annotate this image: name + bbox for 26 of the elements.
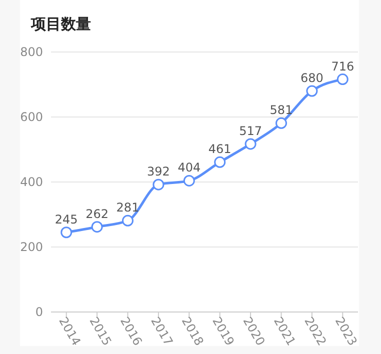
point — [306, 85, 318, 97]
y-tick-label: 200 — [20, 240, 43, 254]
data-label: 262 — [86, 206, 109, 221]
data-label: 281 — [116, 200, 140, 215]
point — [60, 226, 72, 238]
chart-title: 项目数量 — [30, 15, 91, 33]
point — [276, 117, 287, 129]
point — [214, 156, 226, 168]
y-tick-label: 400 — [20, 175, 43, 190]
data-label: 680 — [300, 71, 324, 85]
point — [183, 174, 195, 186]
y-tick-label: 800 — [20, 45, 43, 60]
point — [122, 214, 134, 226]
point — [244, 138, 256, 150]
data-label: 404 — [178, 160, 201, 175]
point — [336, 74, 348, 86]
y-tick-label: 0 — [35, 305, 43, 320]
data-label: 392 — [146, 164, 170, 179]
point — [152, 178, 164, 190]
point — [91, 221, 103, 233]
data-label: 245 — [54, 212, 78, 226]
y-tick-label: 600 — [20, 110, 43, 124]
data-label: 716 — [331, 59, 354, 74]
data-label: 517 — [239, 124, 262, 138]
data-label: 461 — [208, 142, 232, 156]
data-label: 581 — [270, 103, 293, 118]
